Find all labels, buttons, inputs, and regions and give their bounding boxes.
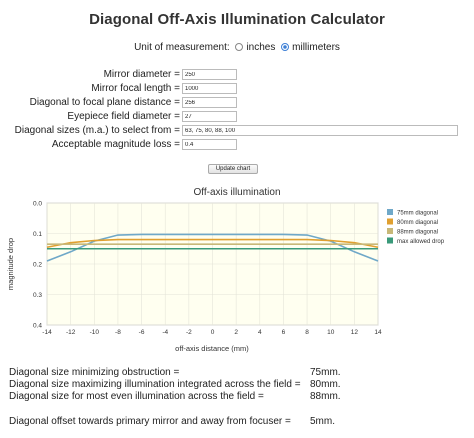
result-min-obstruction-value: 75mm. — [310, 367, 341, 378]
off-axis-illumination-chart: 0.0 0.1 0.2 0.3 0.4 -14 -12 -10 -8 -6 -4 -2 0 2 4 6 8 10… — [6, 201, 445, 354]
result-min-obstruction-text: Diagonal size minimizing obstruction = — [9, 367, 180, 378]
eyepiece-field-input[interactable] — [182, 111, 237, 122]
legend-swatch — [387, 218, 393, 225]
inches-radio[interactable] — [235, 43, 244, 51]
legend-swatch — [387, 209, 393, 215]
mirror-diameter-input[interactable] — [182, 69, 237, 80]
legend-entry: 75mm diagonal — [397, 211, 438, 217]
magnitude-loss-input[interactable] — [182, 139, 237, 150]
x-tick-label: 0 — [211, 329, 215, 336]
result-diagonal-offset: Diagonal offset towards primary mirror a… — [9, 416, 335, 427]
page-title: Diagonal Off-Axis Illumination Calculato… — [89, 11, 385, 28]
unit-selector: Unit of measurement: inches millimeters — [0, 42, 474, 53]
x-tick-label: -2 — [186, 329, 192, 336]
y-tick-label: 0.3 — [33, 292, 42, 299]
y-axis-ticks: 0.0 0.1 0.2 0.3 0.4 — [33, 201, 42, 330]
legend-swatch — [387, 228, 393, 234]
legend-entry: 80mm diagonal — [397, 220, 438, 226]
mirror-focal-length-label: Mirror focal length = — [91, 83, 180, 94]
x-tick-label: 6 — [282, 329, 286, 336]
magnitude-loss-label: Acceptable magnitude loss = — [51, 139, 180, 150]
diagonal-focal-distance-row: Diagonal to focal plane distance = — [0, 97, 180, 109]
eyepiece-field-label: Eyepiece field diameter = — [67, 111, 180, 122]
result-min-obstruction: Diagonal size minimizing obstruction = 7… — [9, 367, 341, 378]
y-tick-label: 0.1 — [33, 231, 42, 238]
x-axis-ticks: -14 -12 -10 -8 -6 -4 -2 0 2 4 6 8 10 12 14 — [42, 329, 382, 336]
diagonal-sizes-input[interactable] — [182, 125, 458, 136]
y-tick-label: 0.2 — [33, 262, 42, 269]
y-axis-label: magnitude drop — [6, 238, 15, 290]
series-line-80mm-diagonal — [46, 238, 379, 249]
x-tick-label: 8 — [305, 329, 309, 336]
result-max-illumination: Diagonal size maximizing illumination in… — [9, 379, 341, 390]
result-diagonal-offset-text: Diagonal offset towards primary mirror a… — [9, 416, 291, 427]
x-tick-label: 2 — [234, 329, 238, 336]
x-tick-label: -10 — [90, 329, 100, 336]
legend-swatch — [387, 237, 393, 244]
chart-legend: 75mm diagonal 80mm diagonal 88mm diagonal m… — [387, 209, 445, 245]
x-tick-label: 4 — [258, 329, 262, 336]
mirror-diameter-label: Mirror diameter = — [103, 69, 180, 80]
x-tick-label: -6 — [139, 329, 145, 336]
legend-entry: max allowed drop — [397, 239, 445, 245]
millimeters-option-label[interactable]: millimeters — [292, 42, 340, 53]
update-chart-button[interactable]: Update chart — [208, 164, 258, 174]
mirror-diameter-row: Mirror diameter = — [0, 69, 180, 81]
chart-title: Off-axis illumination — [193, 187, 281, 198]
result-max-illumination-value: 80mm. — [310, 379, 341, 390]
diagonal-focal-distance-input[interactable] — [182, 97, 237, 108]
magnitude-loss-row: Acceptable magnitude loss = — [0, 139, 180, 151]
result-even-illumination: Diagonal size for most even illumination… — [9, 391, 341, 402]
result-max-illumination-text: Diagonal size maximizing illumination in… — [9, 379, 301, 390]
x-axis-label: off-axis distance (mm) — [175, 344, 249, 353]
series-lines — [46, 233, 379, 262]
x-tick-label: 10 — [327, 329, 335, 336]
x-tick-label: -4 — [162, 329, 168, 336]
x-tick-label: -12 — [66, 329, 76, 336]
y-tick-label: 0.0 — [33, 201, 42, 208]
unit-label: Unit of measurement: — [134, 42, 230, 53]
millimeters-radio[interactable] — [281, 43, 290, 51]
x-tick-label: 14 — [374, 329, 382, 336]
diagonal-focal-distance-label: Diagonal to focal plane distance = — [29, 97, 180, 108]
legend-entry: 88mm diagonal — [397, 230, 438, 236]
mirror-focal-length-row: Mirror focal length = — [0, 83, 180, 95]
diagonal-sizes-label: Diagonal sizes (m.a.) to select from = — [14, 125, 180, 136]
x-tick-label: -14 — [42, 329, 52, 336]
diagonal-sizes-row: Diagonal sizes (m.a.) to select from = — [0, 125, 180, 137]
grid-lines — [46, 202, 379, 326]
mirror-focal-length-input[interactable] — [182, 83, 237, 94]
x-tick-label: -8 — [115, 329, 121, 336]
eyepiece-field-row: Eyepiece field diameter = — [0, 111, 180, 123]
y-tick-label: 0.4 — [33, 323, 42, 330]
result-diagonal-offset-value: 5mm. — [310, 416, 335, 427]
inches-option-label[interactable]: inches — [246, 42, 276, 53]
result-even-illumination-text: Diagonal size for most even illumination… — [9, 391, 264, 402]
result-even-illumination-value: 88mm. — [310, 391, 341, 402]
x-tick-label: 12 — [351, 329, 359, 336]
